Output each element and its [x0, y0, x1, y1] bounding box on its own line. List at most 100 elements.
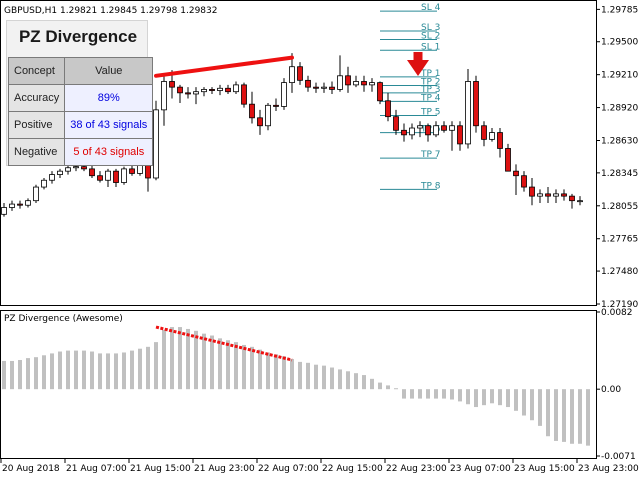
- y-tick-label: 1.28920: [601, 104, 638, 114]
- level-label: TP 8: [420, 181, 441, 191]
- row-value: 5 of 43 signals: [64, 138, 154, 166]
- candle: [537, 189, 543, 203]
- candle: [521, 171, 527, 192]
- candle: [65, 164, 71, 175]
- row-label: Positive: [7, 111, 66, 139]
- x-tick-label: 23 Aug 07:00: [450, 464, 511, 474]
- histogram-bar: [186, 328, 190, 390]
- row-label: Negative: [7, 138, 66, 166]
- histogram-bar: [234, 342, 238, 390]
- histogram-bar: [562, 389, 566, 442]
- histogram-bar: [370, 378, 374, 390]
- histogram-bar: [274, 354, 278, 390]
- histogram-bar: [578, 389, 582, 444]
- histogram-bar: [434, 389, 438, 399]
- histogram-bar: [242, 344, 246, 390]
- histogram-bar: [410, 389, 414, 399]
- histogram-bar: [426, 389, 430, 399]
- candle: [193, 87, 199, 105]
- candle: [577, 196, 583, 206]
- x-tick-label: 23 Aug 15:00: [514, 464, 575, 474]
- y-tick-label: 1.29500: [601, 38, 638, 48]
- level-line: TP 7: [380, 150, 441, 160]
- histogram-bar: [138, 348, 142, 390]
- level-label: SL 3: [421, 23, 440, 33]
- candle: [505, 143, 511, 172]
- histogram-bar: [74, 350, 78, 390]
- level-label: TP 5: [420, 108, 441, 118]
- candle: [129, 165, 135, 176]
- panel-title: PZ Divergence: [18, 27, 138, 46]
- histogram-bar: [122, 352, 126, 390]
- indicator-divergence-line: [155, 325, 293, 362]
- candle: [49, 171, 55, 184]
- candle: [225, 84, 231, 94]
- level-line: SL 1: [380, 42, 440, 52]
- level-line: SL 3: [380, 23, 440, 33]
- histogram-bar: [18, 360, 22, 390]
- candle: [105, 168, 111, 188]
- histogram-bar: [226, 340, 230, 390]
- histogram-bar: [314, 364, 318, 390]
- info-panel: PZ Divergence Concept Value Accuracy 89%…: [6, 20, 154, 166]
- level-label: TP 7: [420, 150, 441, 160]
- candle: [249, 91, 255, 124]
- candle: [393, 109, 399, 135]
- level-label: SL 1: [421, 42, 440, 52]
- candle: [25, 198, 31, 208]
- histogram-bar: [418, 389, 422, 399]
- candle: [569, 193, 575, 209]
- histogram-bar: [402, 389, 406, 399]
- histogram-bar: [338, 369, 342, 390]
- candle: [481, 121, 487, 147]
- y-tick-label: 1.28630: [601, 137, 638, 147]
- histogram-bar: [506, 389, 510, 408]
- candle: [369, 78, 375, 92]
- histogram-bar: [346, 371, 350, 390]
- candle: [489, 128, 495, 142]
- candle: [417, 121, 423, 138]
- x-tick-label: 22 Aug 15:00: [322, 464, 383, 474]
- level-line: SL 2: [380, 31, 440, 41]
- candle: [377, 81, 383, 105]
- histogram-bar: [378, 382, 382, 390]
- histogram-bar: [282, 356, 286, 390]
- stats-table: Concept Value Accuracy 89% Positive 38 o…: [7, 57, 154, 166]
- level-label: SL 2: [421, 31, 440, 41]
- histogram-bar: [362, 375, 366, 390]
- histogram-bar: [90, 351, 94, 390]
- histogram-bar: [490, 389, 494, 404]
- x-tick-label: 21 Aug 07:00: [66, 464, 127, 474]
- candle: [313, 82, 319, 93]
- candle: [457, 121, 463, 151]
- candle: [337, 55, 343, 92]
- candle: [449, 121, 455, 151]
- indicator-tick-label: 0.0082: [601, 308, 633, 318]
- candle: [465, 68, 471, 149]
- candle: [161, 75, 167, 126]
- y-tick-label: 1.28345: [601, 169, 638, 179]
- histogram-bar: [26, 358, 30, 390]
- candle: [153, 100, 159, 181]
- histogram-bar: [258, 349, 262, 390]
- x-tick-label: 22 Aug 07:00: [258, 464, 319, 474]
- candle: [401, 123, 407, 142]
- candle: [281, 78, 287, 110]
- price-divergence-line: [154, 55, 294, 78]
- candle: [57, 168, 63, 178]
- x-tick-label: 21 Aug 23:00: [194, 464, 255, 474]
- histogram-bar: [306, 362, 310, 390]
- histogram-bar: [42, 355, 46, 390]
- level-line: TP 1: [380, 69, 441, 79]
- histogram-bar: [322, 365, 326, 390]
- candle: [9, 200, 15, 211]
- candle: [241, 82, 247, 108]
- histogram-bar: [290, 359, 294, 390]
- candle: [305, 75, 311, 92]
- histogram-bar: [146, 346, 150, 390]
- histogram-bar: [266, 352, 270, 390]
- histogram-bar: [498, 389, 502, 406]
- histogram-bar: [34, 357, 38, 390]
- histogram-bar: [298, 361, 302, 390]
